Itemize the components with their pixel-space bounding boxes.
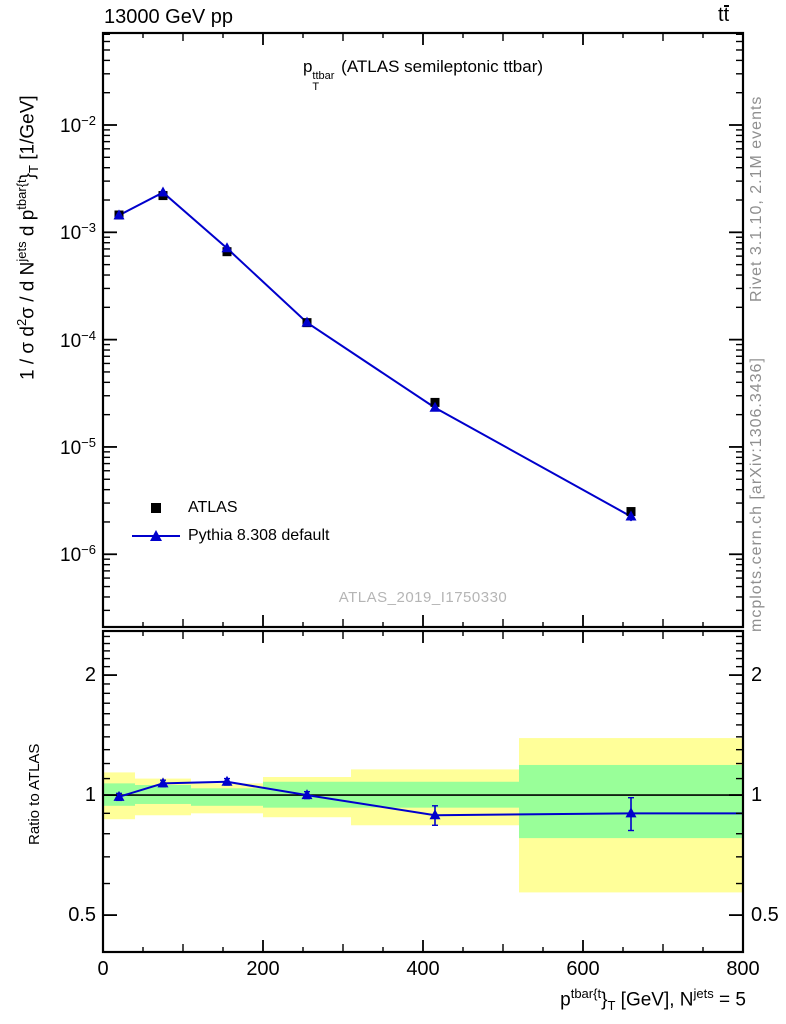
x-tick-label: 800: [726, 958, 760, 980]
pythia-triangle-marker: [625, 510, 637, 521]
ratio-triangle-marker: [301, 789, 313, 800]
y-tick-label: 10−5: [60, 434, 96, 460]
pythia-curve: [118, 191, 632, 518]
plot-title: p ttbar T (ATLAS semileptonic ttbar): [302, 57, 544, 93]
pythia-triangle-marker: [157, 186, 169, 197]
analysis-id-watermark: ATLAS_2019_I1750330: [338, 589, 508, 606]
legend-item-atlas: ATLAS: [131, 494, 329, 522]
process-tbar: t: [723, 4, 730, 26]
ratio-triangle-marker: [625, 807, 637, 818]
ratio-triangle-marker: [157, 777, 169, 788]
ratio-tick-label-left: 1: [84, 784, 96, 807]
plot-title-supsub: ttbar T: [312, 70, 335, 93]
y-tick-label: 10−2: [60, 112, 96, 138]
pythia-triangle-marker: [113, 209, 125, 220]
legend-item-pythia: Pythia 8.308 default: [131, 522, 329, 550]
x-tick-label: 0: [97, 958, 109, 980]
ratio-triangle-marker: [429, 809, 441, 820]
pythia-triangle-marker: [429, 401, 441, 412]
y-tick-label: 10−6: [60, 542, 96, 567]
ratio-tick-label-right: 1: [751, 784, 763, 807]
legend-label-pythia: Pythia 8.308 default: [188, 527, 330, 544]
y-tick-label: 10−3: [60, 220, 96, 245]
ratio-tick-label-right: 2: [751, 664, 763, 687]
ratio-band-green: [191, 788, 263, 806]
pythia-triangle-marker: [301, 316, 313, 327]
x-tick-label: 600: [566, 958, 600, 980]
x-axis-title: ptbar{t}T [GeV], Njets = 5: [560, 986, 746, 1014]
ratio-triangle-marker: [113, 790, 125, 801]
pythia-triangle-marker-icon: [150, 530, 162, 541]
rivet-version-note: Rivet 3.1.10, 2.1M events: [748, 95, 765, 302]
legend-label-atlas: ATLAS: [188, 499, 238, 516]
ratio-tick-label-left: 0.5: [68, 904, 96, 927]
x-tick-label: 200: [246, 958, 280, 980]
process-t: t: [718, 4, 724, 26]
x-tick-label: 400: [406, 958, 440, 980]
ratio-tick-label-left: 2: [84, 664, 96, 687]
legend: ATLAS Pythia 8.308 default: [131, 494, 329, 550]
atlas-square-marker-icon: [151, 503, 161, 513]
pythia-triangle-marker: [221, 242, 233, 253]
process-label: tt: [718, 4, 729, 27]
mcplots-reference-note: mcplots.cern.ch [arXiv:1306.3436]: [748, 357, 765, 632]
beam-energy-label: 13000 GeV pp: [104, 6, 233, 28]
ratio-tick-label-right: 0.5: [751, 904, 779, 927]
ratio-triangle-marker: [221, 775, 233, 786]
y-tick-label: 10−4: [60, 327, 96, 352]
